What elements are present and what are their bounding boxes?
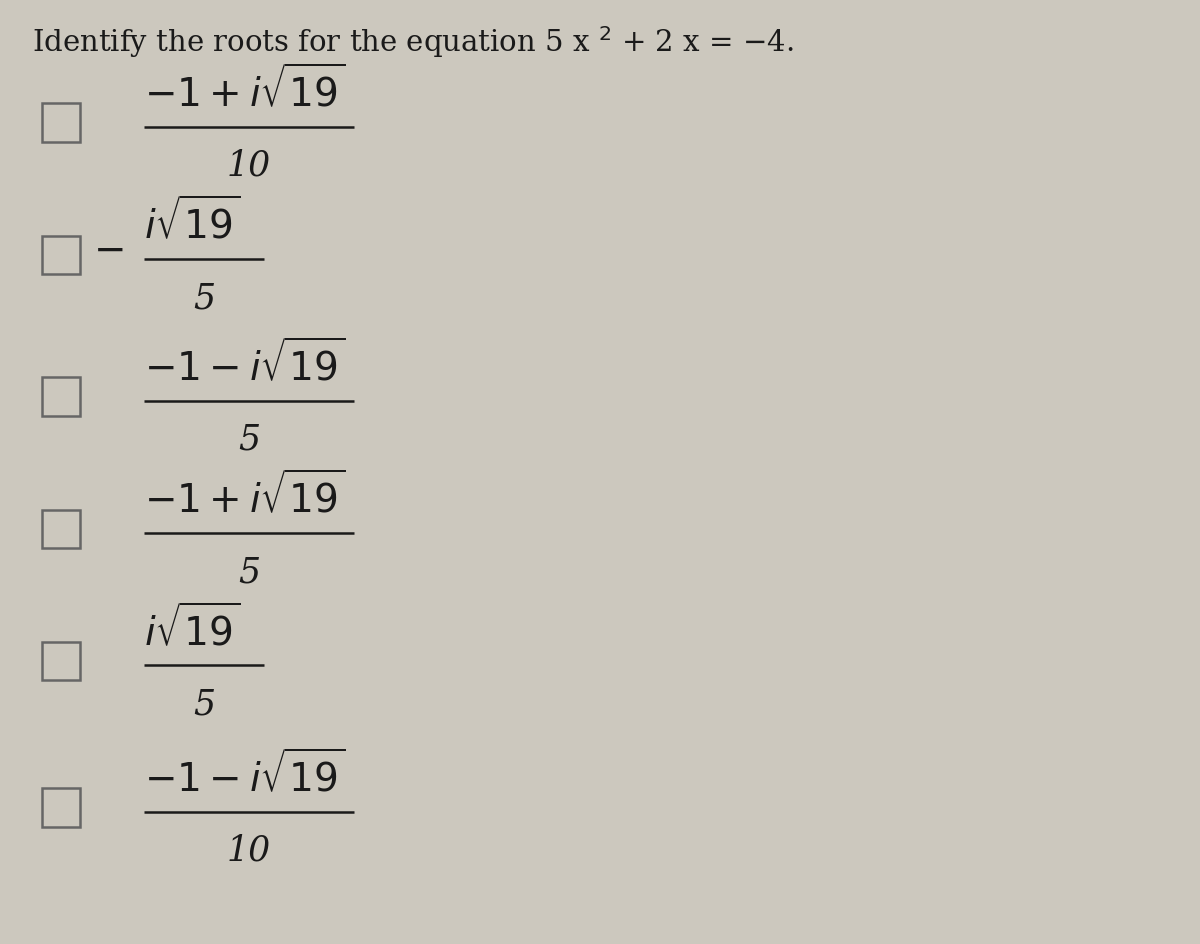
Text: 5: 5 [193, 280, 215, 314]
Text: $-1 - i\sqrt{19}$: $-1 - i\sqrt{19}$ [144, 339, 346, 388]
FancyBboxPatch shape [42, 642, 80, 681]
Text: $i\sqrt{19}$: $i\sqrt{19}$ [144, 197, 240, 246]
FancyBboxPatch shape [42, 378, 80, 416]
FancyBboxPatch shape [42, 510, 80, 548]
Text: 5: 5 [193, 686, 215, 720]
Text: 5: 5 [238, 422, 260, 456]
Text: 10: 10 [227, 148, 271, 182]
Text: $-1 + i\sqrt{19}$: $-1 + i\sqrt{19}$ [144, 471, 346, 520]
Text: 10: 10 [227, 833, 271, 867]
FancyBboxPatch shape [42, 236, 80, 275]
Text: $-1 - i\sqrt{19}$: $-1 - i\sqrt{19}$ [144, 750, 346, 799]
Text: $i\sqrt{19}$: $i\sqrt{19}$ [144, 603, 240, 652]
FancyBboxPatch shape [42, 788, 80, 827]
Text: $-$: $-$ [94, 231, 124, 269]
Text: Identify the roots for the equation 5 x $^2$ + 2 x = $-$4.: Identify the roots for the equation 5 x … [32, 24, 794, 59]
FancyBboxPatch shape [42, 104, 80, 143]
Text: 5: 5 [238, 554, 260, 588]
Text: $-1 + i\sqrt{19}$: $-1 + i\sqrt{19}$ [144, 65, 346, 114]
